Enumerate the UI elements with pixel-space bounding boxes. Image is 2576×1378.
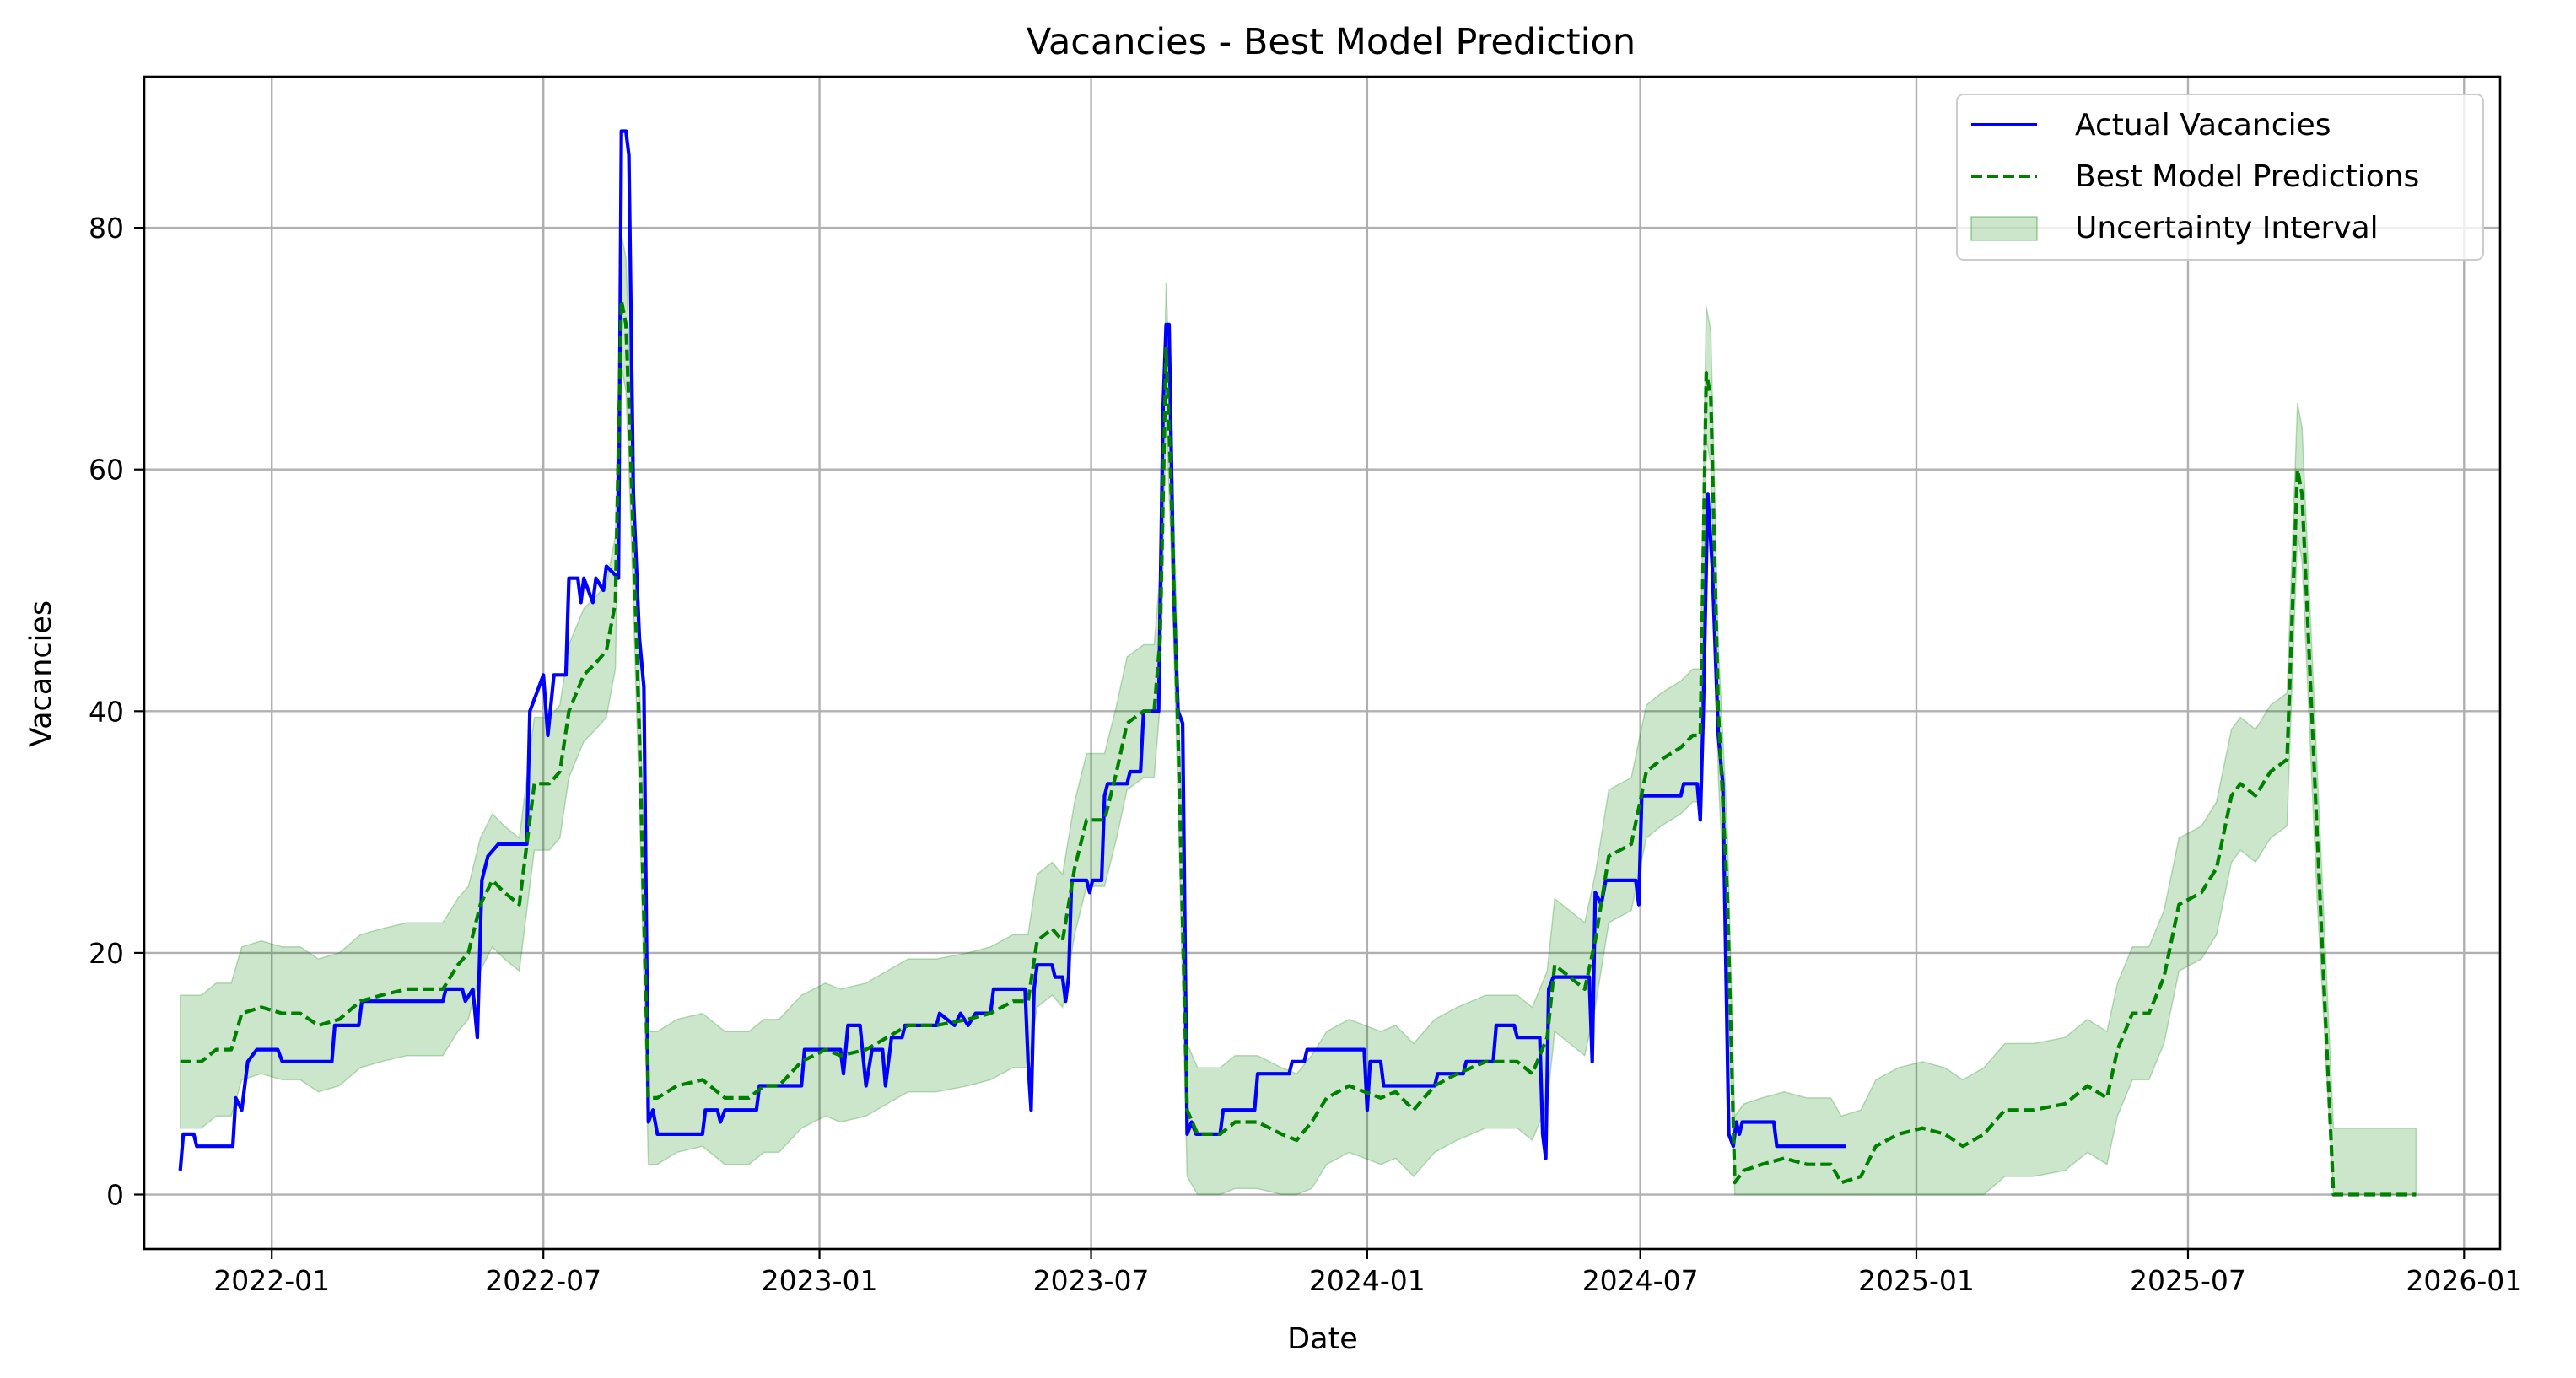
y-axis-title: Vacancies bbox=[24, 600, 58, 747]
legend-label-actual: Actual Vacancies bbox=[2075, 108, 2331, 143]
x-tick-label: 2025-01 bbox=[1858, 1264, 1975, 1297]
y-tick-label: 40 bbox=[89, 695, 124, 728]
x-tick-label: 2024-07 bbox=[1582, 1264, 1699, 1297]
legend-swatch-uncertainty bbox=[1970, 216, 2038, 241]
grid bbox=[144, 77, 2500, 1249]
y-tick-label: 80 bbox=[89, 212, 124, 245]
x-axis-title: Date bbox=[1287, 1322, 1358, 1356]
legend-label-predictions: Best Model Predictions bbox=[2075, 159, 2419, 194]
y-tick-label: 60 bbox=[89, 454, 124, 487]
plot-frame bbox=[143, 75, 2502, 1251]
x-tick-label: 2022-07 bbox=[485, 1264, 601, 1297]
series-line-actual-vacancies bbox=[178, 129, 1846, 1171]
x-tick-label: 2022-01 bbox=[213, 1264, 330, 1297]
y-tick-label: 0 bbox=[106, 1179, 124, 1212]
plot-area bbox=[178, 129, 2417, 1197]
chart-title: Vacancies - Best Model Prediction bbox=[1027, 21, 1636, 63]
series-line-best-model-predictions bbox=[180, 299, 2417, 1197]
x-tick-label: 2024-01 bbox=[1309, 1264, 1425, 1297]
x-tick-label: 2026-01 bbox=[2406, 1264, 2522, 1297]
legend-label-uncertainty: Uncertainty Interval bbox=[2075, 211, 2379, 245]
x-tick-label: 2023-07 bbox=[1033, 1264, 1150, 1297]
y-tick-label: 20 bbox=[89, 937, 124, 970]
legend: Actual Vacancies Best Model Predictions … bbox=[1956, 94, 2484, 261]
x-tick-label: 2025-07 bbox=[2130, 1264, 2246, 1297]
legend-box bbox=[1956, 94, 2484, 261]
axis-ticks: 2022-01 2022-07 2023-01 2023-07 2024-01 2024-… bbox=[89, 212, 2522, 1297]
x-tick-label: 2023-01 bbox=[762, 1264, 878, 1297]
